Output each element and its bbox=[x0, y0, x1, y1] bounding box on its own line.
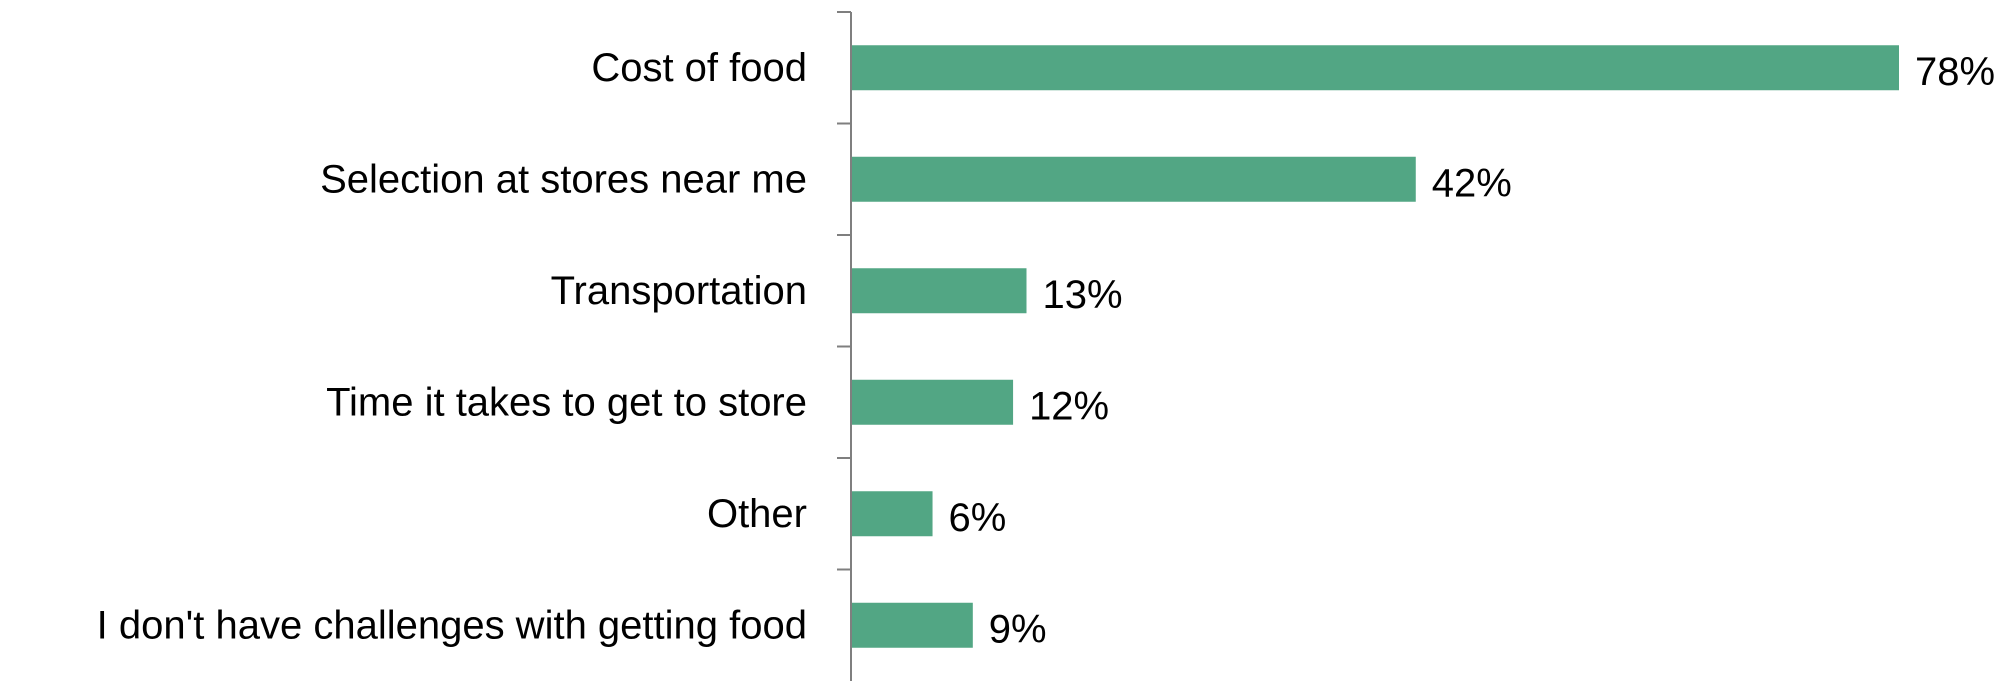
category-label: Cost of food bbox=[591, 46, 807, 90]
data-label: 6% bbox=[949, 496, 1007, 540]
data-label: 12% bbox=[1029, 384, 1109, 428]
data-label: 13% bbox=[1043, 273, 1123, 317]
bar-5 bbox=[852, 602, 973, 648]
bar-1 bbox=[852, 156, 1416, 202]
category-label: Other bbox=[707, 492, 807, 536]
labels-layer: Cost of food 78% Selection at stores near … bbox=[97, 46, 1995, 652]
bar-4 bbox=[852, 491, 933, 537]
axis-layer bbox=[837, 11, 852, 681]
data-label: 78% bbox=[1915, 50, 1995, 94]
data-label: 9% bbox=[989, 607, 1047, 651]
category-label: Selection at stores near me bbox=[320, 157, 807, 201]
data-label: 42% bbox=[1432, 161, 1512, 205]
category-label: Transportation bbox=[551, 269, 807, 313]
bars-layer bbox=[852, 45, 1899, 648]
bar-3 bbox=[852, 379, 1014, 425]
bar-2 bbox=[852, 268, 1027, 314]
category-label: I don't have challenges with getting foo… bbox=[97, 603, 807, 647]
bar-0 bbox=[852, 45, 1899, 91]
category-label: Time it takes to get to store bbox=[326, 380, 807, 424]
